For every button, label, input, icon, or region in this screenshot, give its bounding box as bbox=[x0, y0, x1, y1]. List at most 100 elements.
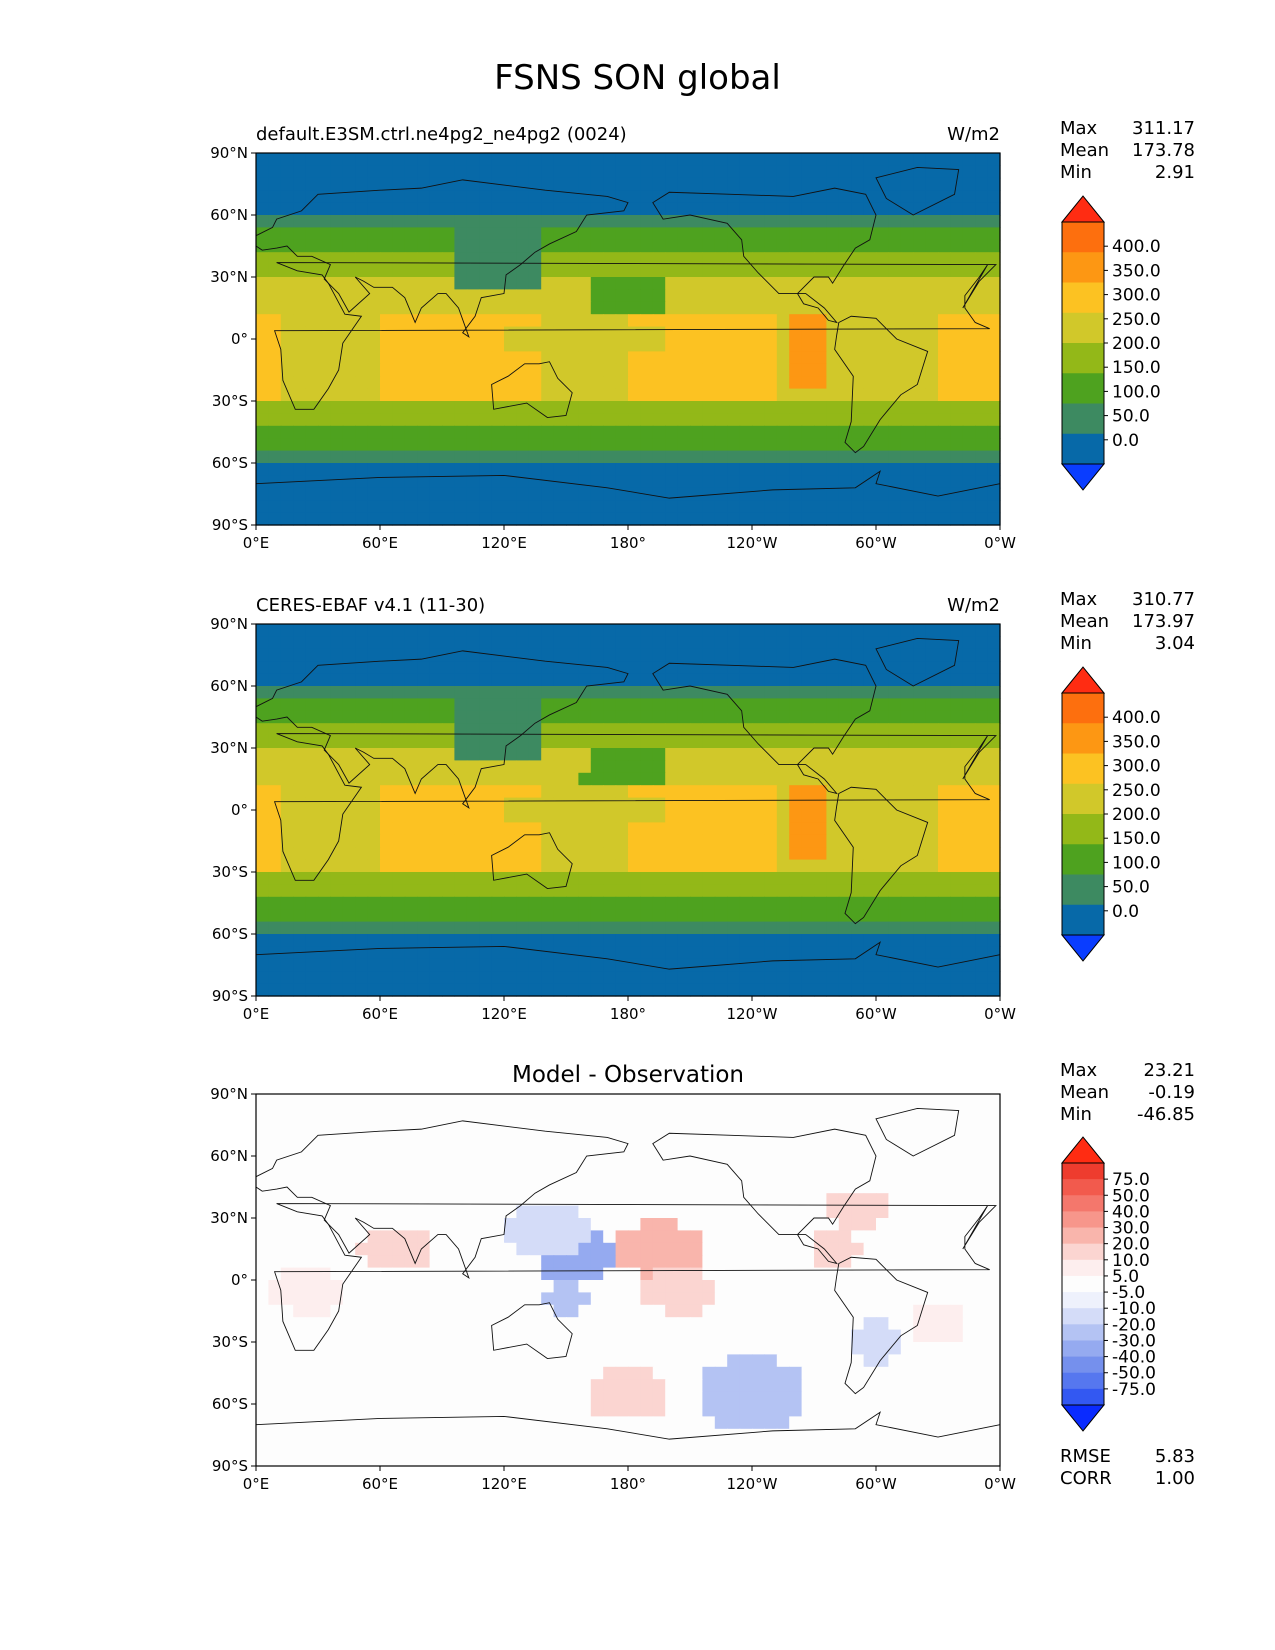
map-cell bbox=[851, 859, 865, 873]
map-cell bbox=[764, 1280, 778, 1293]
map-cell bbox=[268, 153, 282, 166]
map-cell bbox=[628, 1180, 641, 1194]
map-cell bbox=[876, 698, 889, 712]
map-cell bbox=[640, 748, 654, 761]
map-cell bbox=[553, 785, 567, 799]
map-cell bbox=[516, 339, 530, 352]
map-cell bbox=[677, 1267, 691, 1281]
map-cell bbox=[876, 1329, 889, 1343]
map-cell bbox=[838, 834, 852, 848]
map-cell bbox=[925, 710, 939, 724]
map-cell bbox=[454, 785, 468, 799]
map-cell bbox=[454, 1193, 468, 1207]
map-cell bbox=[900, 487, 914, 501]
map-cell bbox=[342, 450, 356, 464]
map-cell bbox=[392, 277, 406, 290]
map-cell bbox=[578, 450, 592, 464]
map-cell bbox=[392, 698, 406, 712]
map-cell bbox=[938, 896, 951, 910]
map-cell bbox=[752, 958, 765, 972]
map-cell bbox=[516, 388, 530, 402]
map-cell bbox=[900, 896, 914, 910]
map-cell bbox=[652, 859, 666, 873]
map-cell bbox=[479, 227, 493, 241]
map-cell bbox=[268, 896, 282, 910]
map-cell bbox=[615, 376, 629, 390]
map-cell bbox=[528, 339, 542, 352]
map-cell bbox=[925, 983, 939, 997]
map-cell bbox=[640, 1255, 654, 1269]
map-cell bbox=[938, 1292, 951, 1306]
map-cell bbox=[404, 686, 418, 699]
map-cell bbox=[392, 1193, 406, 1207]
map-cell bbox=[665, 1205, 679, 1219]
map-cell bbox=[504, 153, 517, 166]
map-cell bbox=[504, 772, 517, 786]
map-cell bbox=[603, 748, 617, 761]
map-cell bbox=[752, 438, 765, 452]
map-cell bbox=[504, 1230, 517, 1244]
map-cell bbox=[615, 450, 629, 464]
map-cell bbox=[256, 859, 269, 873]
map-cell bbox=[900, 1255, 914, 1269]
map-cell bbox=[553, 772, 567, 786]
map-cell bbox=[429, 339, 443, 352]
map-cell bbox=[442, 958, 455, 972]
map-cell bbox=[318, 723, 331, 737]
map-cell bbox=[615, 252, 629, 266]
map-cell bbox=[938, 202, 951, 216]
map-cell bbox=[404, 971, 418, 985]
map-cell bbox=[702, 834, 716, 848]
map-cell bbox=[305, 710, 319, 724]
map-cell bbox=[752, 760, 765, 774]
map-cell bbox=[640, 673, 654, 687]
map-cell bbox=[305, 1131, 319, 1145]
map-cell bbox=[665, 909, 679, 923]
map-cell bbox=[714, 1255, 728, 1269]
map-cell bbox=[268, 1193, 282, 1207]
map-cell bbox=[318, 785, 331, 799]
map-cell bbox=[702, 822, 716, 836]
map-cell bbox=[516, 1156, 530, 1169]
map-cell bbox=[590, 971, 604, 985]
map-cell bbox=[838, 450, 852, 464]
map-cell bbox=[776, 227, 790, 241]
map-cell bbox=[776, 301, 790, 315]
map-cell bbox=[900, 686, 914, 699]
map-cell bbox=[987, 673, 1001, 687]
map-cell bbox=[590, 438, 604, 452]
map-cell bbox=[863, 723, 877, 737]
map-cell bbox=[652, 983, 666, 997]
map-cell bbox=[975, 239, 989, 253]
map-cell bbox=[900, 190, 914, 204]
map-cell bbox=[863, 710, 877, 724]
map-cell bbox=[702, 1292, 716, 1306]
map-cell bbox=[541, 1094, 555, 1107]
map-cell bbox=[950, 1205, 964, 1219]
map-cell bbox=[342, 1143, 356, 1157]
map-cell bbox=[541, 1255, 555, 1269]
map-cell bbox=[293, 760, 307, 774]
map-cell bbox=[702, 215, 716, 228]
map-cell bbox=[764, 289, 778, 303]
map-cell bbox=[380, 487, 393, 501]
map-cell bbox=[702, 475, 716, 489]
map-cell bbox=[454, 1218, 468, 1231]
map-cell bbox=[541, 1267, 555, 1281]
map-cell bbox=[342, 983, 356, 997]
map-cell bbox=[727, 475, 741, 489]
map-cell bbox=[814, 1131, 827, 1145]
map-cell bbox=[417, 1118, 431, 1132]
map-cell bbox=[876, 450, 889, 464]
map-cell bbox=[454, 1180, 468, 1194]
map-cell bbox=[342, 847, 356, 861]
map-cell bbox=[838, 772, 852, 786]
map-cell bbox=[789, 1180, 803, 1194]
map-cell bbox=[913, 425, 927, 439]
map-cell bbox=[280, 797, 294, 811]
map-cell bbox=[814, 648, 827, 662]
map-cell bbox=[516, 983, 530, 997]
map-cell bbox=[541, 1131, 555, 1145]
map-cell bbox=[975, 475, 989, 489]
map-cell bbox=[355, 723, 369, 737]
